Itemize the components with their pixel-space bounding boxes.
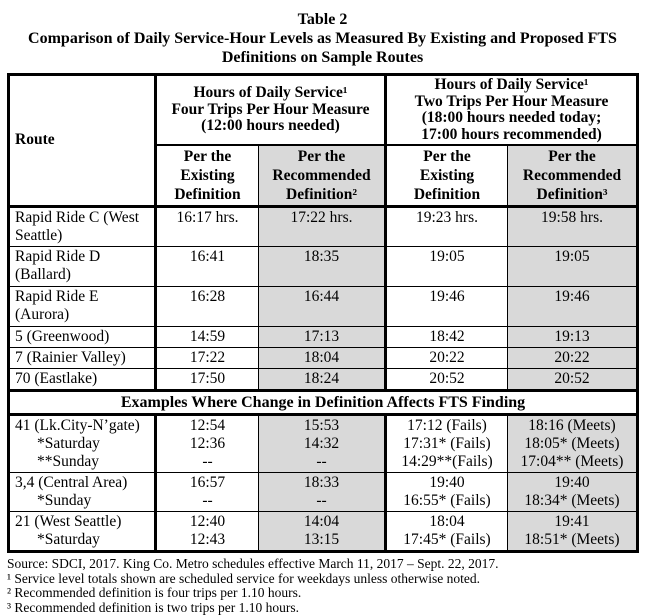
existing-two-cell: 19:23 hrs. — [386, 207, 508, 247]
table-title-line2: Definitions on Sample Routes — [0, 48, 645, 67]
recommended-two-cell: 19:46 — [508, 287, 638, 327]
table-row: 5 (Greenwood) 14:59 17:13 18:42 19:13 — [9, 327, 638, 348]
footnote-1: ¹ Service level totals shown are schedul… — [7, 572, 645, 587]
recommended-two-cell: 20:22 — [508, 348, 638, 369]
route-cell: Rapid Ride D (Ballard) — [9, 247, 156, 287]
table-row: 7 (Rainier Valley) 17:22 18:04 20:22 20:… — [9, 348, 638, 369]
existing-four-cell: 17:50 — [156, 369, 259, 391]
route-cell: 70 (Eastlake) — [9, 369, 156, 391]
recommended-two-cell: 20:52 — [508, 369, 638, 391]
recommended-four-cell: 18:24 — [259, 369, 386, 391]
existing-two-cell: 18:42 — [386, 327, 508, 348]
existing-four-cell: 17:22 — [156, 348, 259, 369]
existing-four-cell: 14:59 — [156, 327, 259, 348]
route-column-header: Route — [9, 75, 156, 207]
examples-banner-row: Examples Where Change in Definition Affe… — [9, 391, 638, 415]
existing-two-cell: 20:52 — [386, 369, 508, 391]
source-note: Source: SDCI, 2017. King Co. Metro sched… — [7, 557, 645, 572]
route-cell: Rapid Ride C (West Seattle) — [9, 207, 156, 247]
recommended-two-cell: 19:58 hrs. — [508, 207, 638, 247]
table-row: 70 (Eastlake) 17:50 18:24 20:52 20:52 — [9, 369, 638, 391]
existing-two-cell: 20:22 — [386, 348, 508, 369]
recommended-two-cell: 19:13 — [508, 327, 638, 348]
recommended-four-cell: 18:33-- — [259, 473, 386, 512]
route-cell: 7 (Rainier Valley) — [9, 348, 156, 369]
footnote-3: ³ Recommended definition is two trips pe… — [7, 601, 645, 615]
table-row: Rapid Ride D (Ballard) 16:41 18:35 19:05… — [9, 247, 638, 287]
route-cell: 21 (West Seattle)*Saturday — [9, 512, 156, 552]
existing-four-cell: 16:57-- — [156, 473, 259, 512]
table-row: 41 (Lk.City-N’gate)*Saturday**Sunday 12:… — [9, 415, 638, 473]
existing-two-cell: 19:46 — [386, 287, 508, 327]
route-cell: 41 (Lk.City-N’gate)*Saturday**Sunday — [9, 415, 156, 473]
route-cell: Rapid Ride E (Aurora) — [9, 287, 156, 327]
route-cell: 5 (Greenwood) — [9, 327, 156, 348]
existing-four-cell: 16:28 — [156, 287, 259, 327]
table-title-block: Table 2 Comparison of Daily Service-Hour… — [0, 10, 645, 67]
existing-two-cell: 17:12 (Fails)17:31* (Fails)14:29**(Fails… — [386, 415, 508, 473]
existing-two-cell: 19:05 — [386, 247, 508, 287]
recommended-four-cell: 17:13 — [259, 327, 386, 348]
recommended-four-cell: 17:22 hrs. — [259, 207, 386, 247]
footnotes-block: Source: SDCI, 2017. King Co. Metro sched… — [7, 557, 645, 615]
table-row: Rapid Ride C (West Seattle) 16:17 hrs. 1… — [9, 207, 638, 247]
table-row: 3,4 (Central Area)*Sunday 16:57-- 18:33-… — [9, 473, 638, 512]
examples-banner: Examples Where Change in Definition Affe… — [9, 391, 638, 415]
recommended-four-cell: 16:44 — [259, 287, 386, 327]
route-cell: 3,4 (Central Area)*Sunday — [9, 473, 156, 512]
table-number: Table 2 — [0, 10, 645, 29]
table-title-line1: Comparison of Daily Service-Hour Levels … — [0, 29, 645, 48]
existing-four-cell: 16:41 — [156, 247, 259, 287]
recommended-two-cell: 19:05 — [508, 247, 638, 287]
footnote-2: ² Recommended definition is four trips p… — [7, 586, 645, 601]
recommended-four-cell: 18:35 — [259, 247, 386, 287]
recommended-two-cell: 18:16 (Meets)18:05* (Meets)17:04** (Meet… — [508, 415, 638, 473]
recommended-four-cell: 18:04 — [259, 348, 386, 369]
table-row: Rapid Ride E (Aurora) 16:28 16:44 19:46 … — [9, 287, 638, 327]
existing-four-cell: 16:17 hrs. — [156, 207, 259, 247]
